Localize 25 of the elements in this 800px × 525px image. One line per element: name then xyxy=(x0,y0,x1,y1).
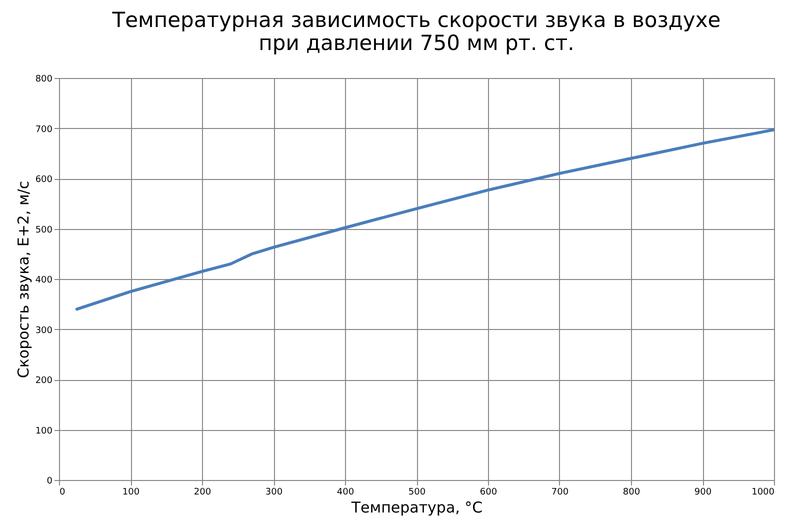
y-tick-label: 100 xyxy=(35,426,53,436)
x-axis-title: Температура, °C xyxy=(350,498,483,516)
y-tick-label: 0 xyxy=(46,476,53,486)
x-tick-label: 200 xyxy=(194,488,212,498)
text: при давлении 750 мм рт. ст. xyxy=(258,31,574,55)
x-tick-label: 500 xyxy=(408,488,426,498)
x-tick-label: 900 xyxy=(694,488,712,498)
text: Температурная зависимость скорости звука в воздухе xyxy=(112,8,721,32)
x-tick-label: 100 xyxy=(122,488,140,498)
x-tick-label: 800 xyxy=(622,488,640,498)
x-tick-label: 1000 xyxy=(752,488,775,498)
y-tick-label: 700 xyxy=(35,124,53,135)
line-series xyxy=(75,128,774,311)
y-tick-label: 200 xyxy=(35,376,53,386)
x-tick-label: 600 xyxy=(480,488,498,498)
y-tick-label: 300 xyxy=(35,326,53,336)
x-tick-label: 400 xyxy=(336,488,354,498)
x-tick-label: 700 xyxy=(551,488,569,498)
x-tick-label: 300 xyxy=(265,488,283,498)
y-tick-label: 600 xyxy=(35,175,53,185)
y-tick-label: 500 xyxy=(35,225,53,236)
y-tick-label: 800 xyxy=(35,74,53,84)
x-tick-label: 0 xyxy=(60,488,66,498)
y-tick-label: 400 xyxy=(35,276,53,286)
y-axis-title: Скорость звука, E+2, м/с xyxy=(14,180,32,378)
